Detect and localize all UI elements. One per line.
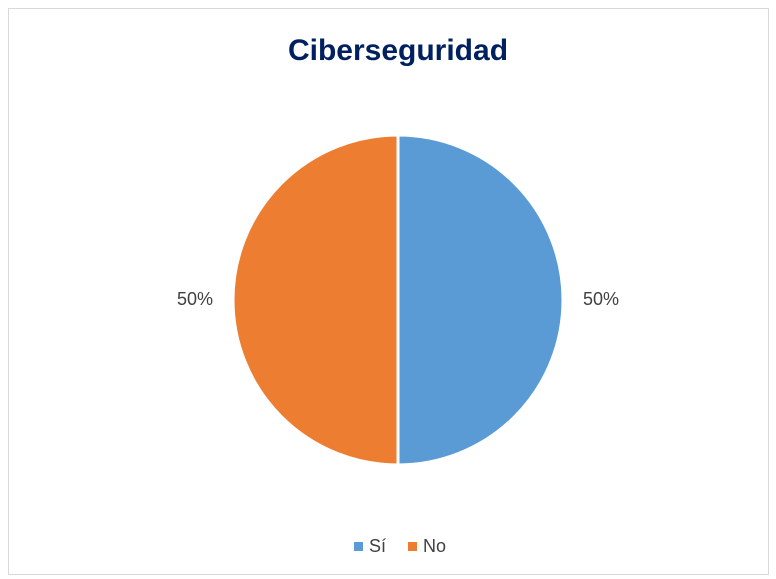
data-label: 50% (583, 289, 619, 309)
pie-slice (231, 133, 400, 467)
legend-label: No (423, 536, 446, 556)
legend-swatch (408, 542, 418, 551)
data-label: 50% (177, 289, 213, 309)
legend-label: Sí (369, 536, 386, 556)
legend-swatch (354, 542, 363, 551)
pie-slice (396, 133, 565, 467)
chart-title: Ciberseguridad (288, 34, 508, 67)
